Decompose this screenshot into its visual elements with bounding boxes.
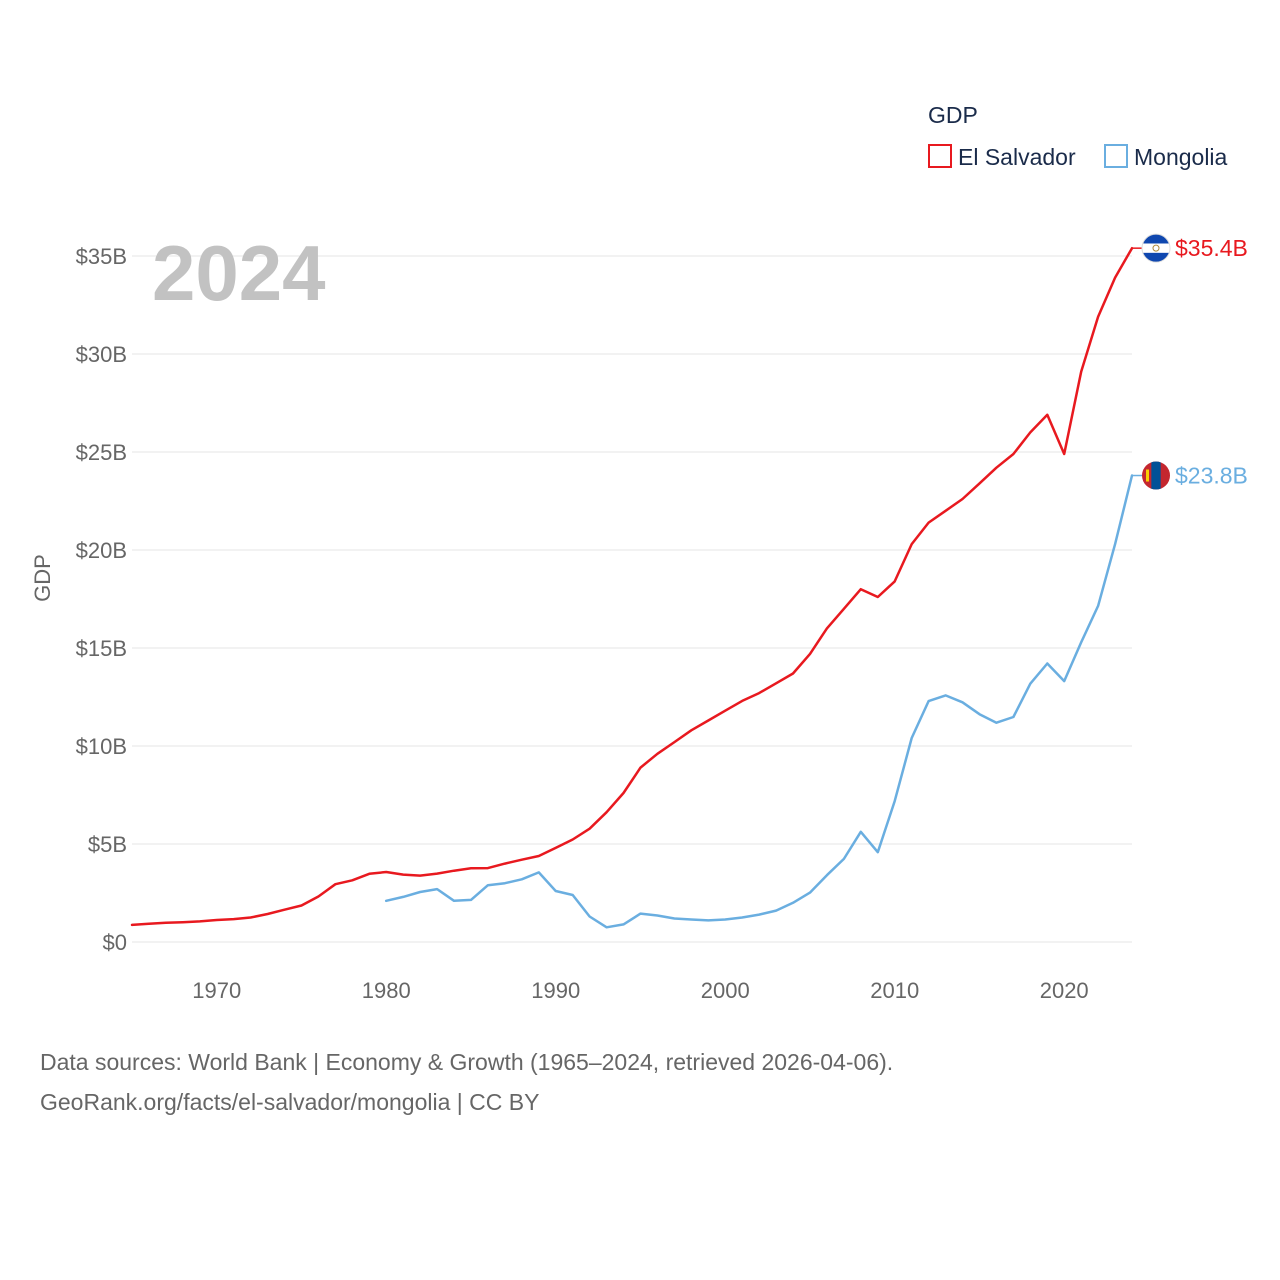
source-note: Data sources: World Bank | Economy & Gro…: [40, 1042, 893, 1122]
x-tick-label: 1970: [192, 978, 241, 1003]
y-tick-label: $10B: [76, 734, 127, 759]
y-tick-label: $0: [103, 930, 127, 955]
x-axis-ticks: 1970 1980 1990 2000 2010 2020: [192, 978, 1088, 1003]
series-lines: [130, 246, 1134, 929]
y-tick-label: $20B: [76, 538, 127, 563]
y-axis-ticks: $0 $5B $10B $15B $20B $25B $30B $35B: [76, 244, 127, 955]
x-tick-label: 2020: [1040, 978, 1089, 1003]
y-axis-title: GDP: [30, 554, 55, 602]
end-value-label: $35.4B: [1175, 235, 1248, 261]
end-labels: $35.4B $23.8B: [1132, 233, 1248, 490]
series-line-el-salvador[interactable]: [130, 246, 1134, 927]
legend: GDP El Salvador Mongolia: [928, 102, 1228, 170]
legend-title: GDP: [928, 102, 978, 128]
legend-label-mongolia: Mongolia: [1134, 144, 1228, 170]
source-line-1: Data sources: World Bank | Economy & Gro…: [40, 1049, 894, 1075]
legend-item-el-salvador[interactable]: El Salvador: [928, 144, 1076, 170]
y-tick-label: $35B: [76, 244, 127, 269]
x-tick-label: 1990: [531, 978, 580, 1003]
y-tick-label: $25B: [76, 440, 127, 465]
year-label: 2024: [152, 229, 326, 317]
x-tick-label: 2000: [701, 978, 750, 1003]
source-line-2: GeoRank.org/facts/el-salvador/mongolia |…: [40, 1089, 540, 1115]
legend-swatch-el-salvador: [928, 144, 952, 168]
y-tick-label: $15B: [76, 636, 127, 661]
end-value-label: $23.8B: [1175, 463, 1248, 489]
legend-label-el-salvador: El Salvador: [958, 144, 1076, 170]
series-line-mongolia[interactable]: [384, 474, 1134, 929]
el-salvador-flag-icon: [1141, 233, 1171, 263]
x-tick-label: 2010: [870, 978, 919, 1003]
mongolia-flag-icon: [1142, 461, 1170, 490]
x-tick-label: 1980: [362, 978, 411, 1003]
legend-item-mongolia[interactable]: Mongolia: [1104, 144, 1228, 170]
legend-swatch-mongolia: [1104, 144, 1128, 168]
y-tick-label: $30B: [76, 342, 127, 367]
grid-lines: [132, 255, 1132, 943]
y-tick-label: $5B: [88, 832, 127, 857]
